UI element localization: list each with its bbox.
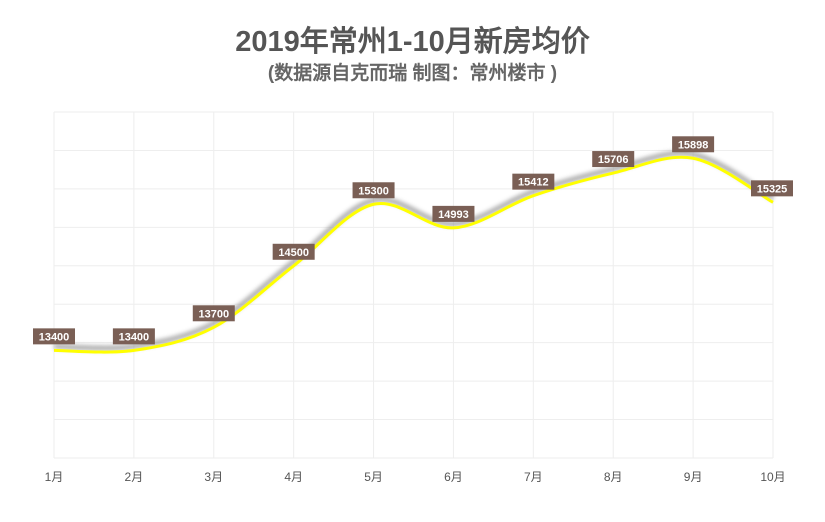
data-label: 13700 xyxy=(198,308,229,320)
x-tick-label: 7月 xyxy=(524,470,543,484)
chart-subtitle: (数据源自克而瑞 制图：常州楼市 ) xyxy=(267,63,558,84)
data-label: 14500 xyxy=(278,247,309,259)
data-label: 15706 xyxy=(598,154,629,166)
x-tick-label: 8月 xyxy=(604,470,623,484)
data-label: 13400 xyxy=(119,331,150,343)
data-label: 15325 xyxy=(757,183,788,195)
data-label: 15300 xyxy=(358,185,389,197)
data-label-bg xyxy=(192,305,235,322)
data-label-bg xyxy=(592,151,635,168)
data-label-bg xyxy=(112,328,155,345)
x-tick-label: 6月 xyxy=(444,470,463,484)
data-label: 15898 xyxy=(678,139,709,151)
data-label: 15412 xyxy=(518,177,549,189)
data-label-bg xyxy=(352,182,395,199)
data-label-bg xyxy=(33,328,75,345)
x-tick-label: 1月 xyxy=(45,470,64,484)
x-tick-label: 9月 xyxy=(684,470,703,484)
series-line-shadow xyxy=(53,150,775,351)
data-label-bg xyxy=(672,136,715,153)
x-tick-label: 2月 xyxy=(125,470,144,484)
series-line xyxy=(53,155,774,354)
x-tick-label: 5月 xyxy=(364,470,383,484)
data-label-bg xyxy=(751,180,793,197)
chart-title: 2019年常州1-10月新房均价 xyxy=(235,26,590,58)
data-label-bg xyxy=(272,243,315,260)
x-tick-label: 10月 xyxy=(760,470,785,484)
x-tick-label: 3月 xyxy=(204,470,223,484)
data-label-bg xyxy=(512,173,555,190)
data-label: 13400 xyxy=(39,331,70,343)
data-label: 14993 xyxy=(438,209,469,221)
x-tick-label: 4月 xyxy=(284,470,303,484)
data-label-bg xyxy=(432,205,475,222)
